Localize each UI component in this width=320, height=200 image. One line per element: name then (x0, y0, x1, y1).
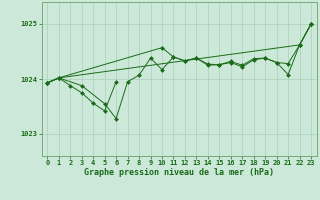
X-axis label: Graphe pression niveau de la mer (hPa): Graphe pression niveau de la mer (hPa) (84, 168, 274, 177)
